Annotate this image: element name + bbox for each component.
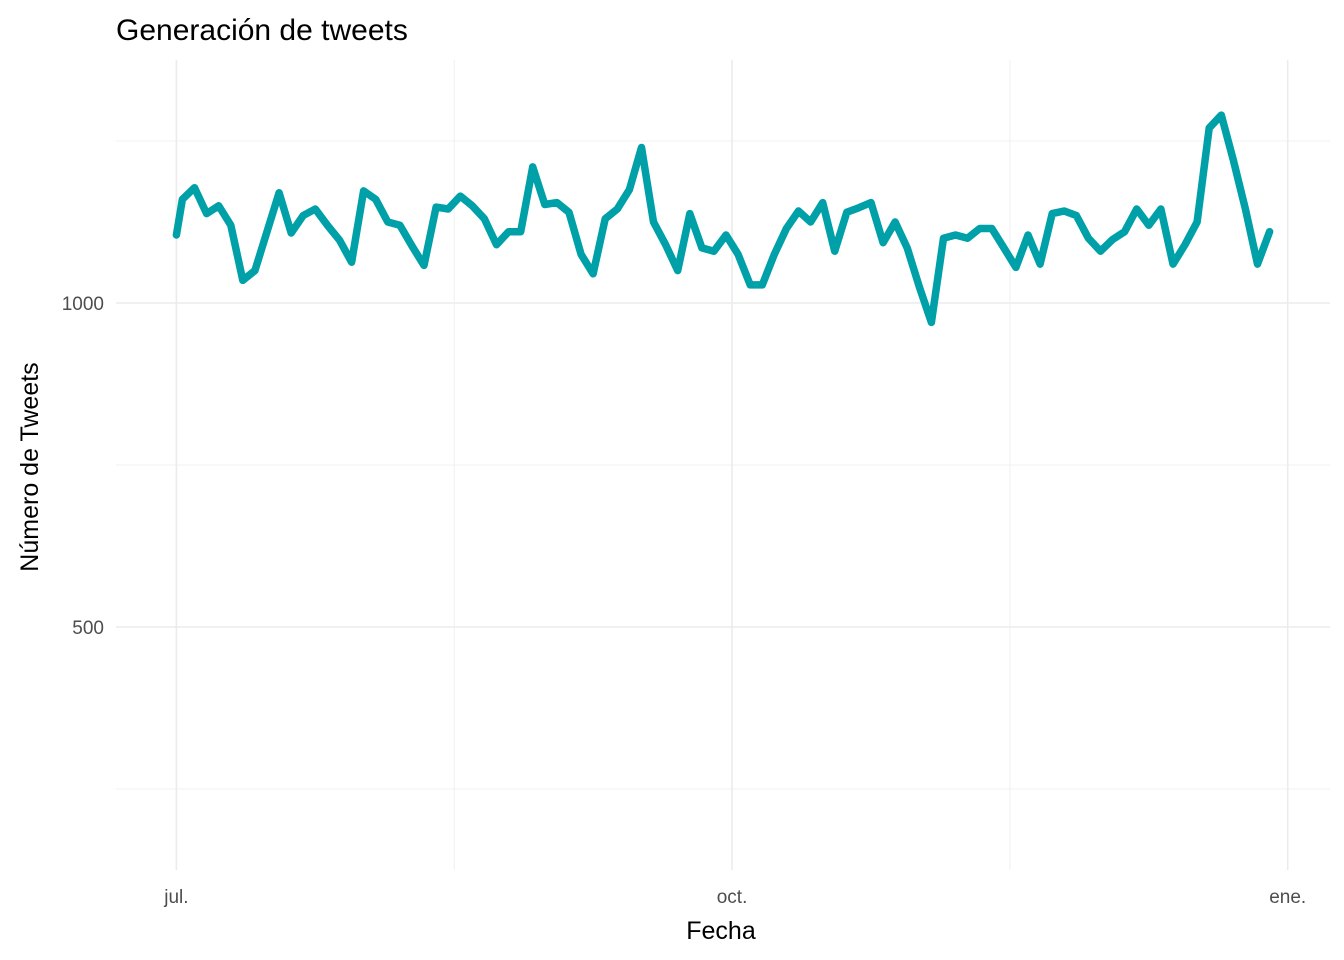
y-tick-label: 500 [72, 618, 104, 639]
y-axis-label: Número de Tweets [16, 362, 44, 571]
y-axis: 500 1000 [62, 294, 104, 639]
y-tick-label: 1000 [62, 294, 104, 315]
x-tick-label: ene. [1269, 887, 1306, 908]
grid [116, 60, 1330, 870]
x-axis-label: Fecha [686, 917, 756, 945]
x-tick-label: jul. [163, 887, 188, 908]
series-line [172, 111, 1274, 327]
x-tick-label: oct. [717, 887, 748, 908]
chart-title: Generación de tweets [116, 14, 408, 47]
x-axis: jul. oct. ene. [163, 887, 1306, 908]
